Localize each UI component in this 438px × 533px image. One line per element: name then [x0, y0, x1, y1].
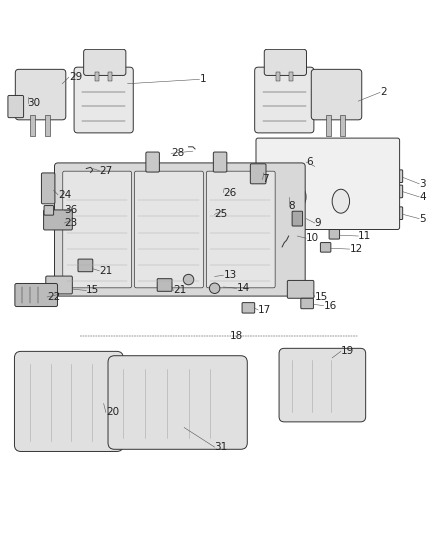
FancyBboxPatch shape [292, 211, 303, 226]
FancyBboxPatch shape [15, 284, 57, 306]
Text: 15: 15 [86, 286, 99, 295]
FancyBboxPatch shape [157, 279, 172, 292]
FancyBboxPatch shape [84, 50, 126, 76]
Circle shape [209, 283, 220, 294]
FancyBboxPatch shape [44, 206, 53, 215]
FancyBboxPatch shape [242, 303, 254, 313]
FancyBboxPatch shape [390, 170, 403, 182]
Bar [289, 72, 293, 80]
Ellipse shape [289, 185, 306, 209]
Text: 14: 14 [237, 283, 250, 293]
Text: 18: 18 [230, 331, 243, 341]
FancyBboxPatch shape [44, 210, 72, 230]
FancyBboxPatch shape [15, 69, 66, 120]
FancyBboxPatch shape [46, 276, 72, 294]
Text: 17: 17 [258, 305, 272, 315]
FancyBboxPatch shape [390, 185, 403, 198]
Text: 27: 27 [99, 166, 113, 176]
Text: 21: 21 [99, 266, 113, 276]
FancyBboxPatch shape [14, 351, 123, 451]
FancyBboxPatch shape [206, 171, 275, 288]
Text: 2: 2 [380, 87, 387, 98]
Text: 13: 13 [223, 270, 237, 280]
FancyBboxPatch shape [146, 152, 159, 172]
Text: 11: 11 [358, 231, 371, 241]
Text: 8: 8 [289, 200, 295, 211]
Text: 28: 28 [171, 148, 184, 158]
Text: 31: 31 [215, 442, 228, 452]
FancyBboxPatch shape [213, 152, 227, 172]
Text: 6: 6 [306, 157, 313, 167]
Text: 19: 19 [341, 346, 354, 357]
FancyBboxPatch shape [256, 138, 399, 230]
Text: 20: 20 [106, 407, 119, 417]
FancyBboxPatch shape [78, 259, 93, 272]
Ellipse shape [332, 189, 350, 213]
Text: 10: 10 [306, 233, 319, 243]
Bar [325, 115, 331, 136]
FancyBboxPatch shape [74, 67, 133, 133]
Text: 24: 24 [58, 190, 71, 200]
Text: 7: 7 [262, 174, 269, 184]
FancyBboxPatch shape [329, 230, 339, 239]
Bar [95, 72, 99, 80]
FancyBboxPatch shape [279, 349, 366, 422]
FancyBboxPatch shape [321, 243, 331, 252]
Bar [108, 72, 113, 80]
FancyBboxPatch shape [54, 163, 305, 296]
Text: 21: 21 [173, 286, 187, 295]
FancyBboxPatch shape [8, 95, 24, 118]
FancyBboxPatch shape [311, 69, 362, 120]
Bar [45, 115, 50, 136]
Text: 29: 29 [69, 72, 82, 82]
Text: 15: 15 [315, 292, 328, 302]
FancyBboxPatch shape [251, 164, 266, 184]
FancyBboxPatch shape [63, 171, 131, 288]
FancyBboxPatch shape [264, 50, 307, 76]
Text: 23: 23 [64, 218, 78, 228]
Text: 1: 1 [199, 75, 206, 84]
Text: 5: 5 [419, 214, 426, 224]
Text: 36: 36 [64, 205, 78, 215]
Bar [340, 115, 345, 136]
FancyBboxPatch shape [42, 173, 55, 204]
Text: 26: 26 [223, 188, 237, 198]
Text: 16: 16 [323, 301, 337, 311]
FancyBboxPatch shape [254, 67, 314, 133]
Circle shape [184, 274, 194, 285]
FancyBboxPatch shape [108, 356, 247, 449]
Text: 12: 12 [350, 244, 363, 254]
Text: 30: 30 [28, 98, 41, 108]
FancyBboxPatch shape [287, 280, 314, 298]
FancyBboxPatch shape [301, 298, 314, 309]
FancyBboxPatch shape [134, 171, 203, 288]
Text: 25: 25 [215, 209, 228, 219]
Bar [30, 115, 35, 136]
Text: 3: 3 [419, 179, 426, 189]
Bar [276, 72, 280, 80]
FancyBboxPatch shape [390, 207, 403, 220]
Text: 4: 4 [419, 192, 426, 202]
Text: 9: 9 [315, 218, 321, 228]
Text: 22: 22 [47, 292, 60, 302]
